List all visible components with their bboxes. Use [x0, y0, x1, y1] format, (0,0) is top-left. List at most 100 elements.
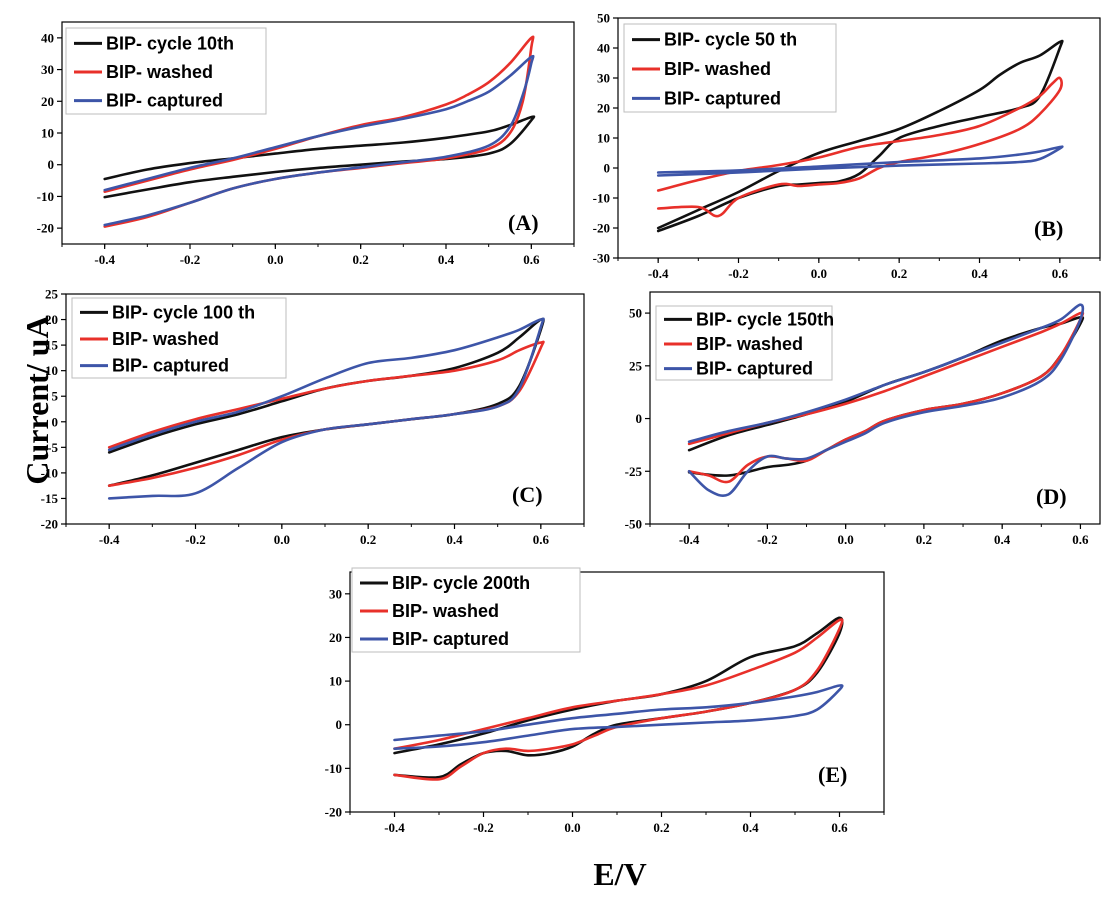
y-tick-label: 30	[329, 586, 342, 601]
series-line-black	[656, 39, 1064, 233]
legend-entry: BIP- washed	[392, 601, 499, 621]
series-line-red	[393, 618, 844, 781]
x-tick-label: 0.0	[838, 532, 854, 547]
y-tick-label: 40	[597, 41, 610, 56]
panel-b: -0.4 -0.2 0.0 0.2 0.4 0.6 -30 -20 -10 0 10 20 30 40 50…	[593, 11, 1101, 281]
panel-a: -0.4 -0.2 0.0 0.2 0.4 0.6 -20 -10 0 10 20 30 40 BIP- …	[37, 21, 575, 267]
series-group	[656, 39, 1064, 233]
x-tick-label: 0.6	[1052, 266, 1069, 281]
series-group	[107, 317, 545, 500]
y-tick-label: 10	[329, 674, 342, 689]
y-tick-label: 15	[45, 338, 59, 353]
series-line-blue	[687, 303, 1085, 497]
x-tick-label: 0.4	[994, 532, 1011, 547]
x-tick-label: 0.6	[533, 532, 550, 547]
x-tick-label: 0.2	[653, 820, 669, 835]
series-line-black	[103, 115, 536, 199]
legend-entry: BIP- cycle 10th	[106, 33, 234, 53]
y-tick-label: 30	[41, 62, 54, 77]
y-tick-label: -20	[325, 805, 342, 820]
y-tick-label: 20	[41, 94, 54, 109]
x-tick-label: 0.0	[274, 532, 290, 547]
legend-entry: BIP- washed	[696, 334, 803, 354]
legend-entry: BIP- captured	[106, 91, 223, 111]
panel-label: (D)	[1036, 484, 1067, 509]
y-tick-label: 0	[336, 717, 343, 732]
x-tick-label: 0.6	[523, 252, 540, 267]
y-tick-label: 0	[636, 411, 643, 426]
x-tick-label: -0.4	[648, 266, 669, 281]
y-tick-label: 20	[329, 630, 342, 645]
y-tick-label: -10	[37, 189, 54, 204]
y-tick-label: 40	[41, 30, 54, 45]
y-tick-label: -20	[593, 221, 610, 236]
x-tick-label: 0.4	[438, 252, 455, 267]
series-line-blue	[103, 54, 535, 227]
x-tick-label: 0.4	[742, 820, 759, 835]
panel-label: (B)	[1034, 216, 1063, 241]
legend-entry: BIP- washed	[664, 59, 771, 79]
y-tick-label: -10	[325, 761, 342, 776]
x-tick-label: 0.6	[831, 820, 848, 835]
series-group	[687, 303, 1085, 497]
y-tick-label: -25	[625, 464, 643, 479]
legend-entry: BIP- captured	[392, 629, 509, 649]
x-tick-label: 0.6	[1072, 532, 1089, 547]
y-tick-label: -50	[625, 517, 642, 532]
y-tick-label: 20	[45, 312, 58, 327]
x-tick-label: -0.4	[679, 532, 700, 547]
y-tick-label: 25	[45, 287, 59, 302]
series-line-blue	[656, 145, 1064, 177]
series-line-red	[656, 76, 1063, 218]
y-tick-label: 10	[597, 131, 610, 146]
y-tick-label: -5	[47, 440, 58, 455]
legend-entry: BIP- captured	[696, 359, 813, 379]
legend-entry: BIP- cycle 50 th	[664, 30, 797, 50]
legend-entry: BIP- cycle 100 th	[112, 302, 255, 322]
panel-c: -0.4 -0.2 0.0 0.2 0.4 0.6 -20 -15 -10 -5 0 5 10 15 20 2…	[41, 287, 585, 547]
y-tick-label: -10	[593, 191, 610, 206]
y-tick-label: 0	[604, 161, 611, 176]
x-tick-label: 0.4	[971, 266, 988, 281]
x-tick-label: -0.2	[728, 266, 749, 281]
x-tick-label: 0.0	[811, 266, 827, 281]
legend-entry: BIP- washed	[112, 329, 219, 349]
x-tick-label: -0.4	[99, 532, 120, 547]
y-tick-label: -20	[41, 517, 58, 532]
y-tick-label: 0	[52, 414, 59, 429]
x-tick-label: -0.2	[473, 820, 494, 835]
series-group	[103, 35, 536, 228]
x-tick-label: 0.2	[916, 532, 932, 547]
x-tick-label: 0.0	[564, 820, 580, 835]
y-tick-label: 0	[48, 157, 55, 172]
y-tick-label: 5	[52, 389, 59, 404]
panel-label: (A)	[508, 210, 539, 235]
series-group	[393, 616, 844, 781]
x-tick-label: 0.4	[446, 532, 463, 547]
legend-entry: BIP- washed	[106, 62, 213, 82]
plot-frame	[649, 291, 1101, 525]
x-tick-label: 0.2	[360, 532, 376, 547]
y-tick-label: 50	[629, 306, 642, 321]
panel-e: -0.4 -0.2 0.0 0.2 0.4 0.6 -20 -10 0 10 20 30 BIP- cy…	[325, 567, 885, 835]
y-tick-label: 30	[597, 71, 610, 86]
x-tick-label: 0.2	[353, 252, 369, 267]
legend-entry: BIP- captured	[664, 88, 781, 108]
legend-entry: BIP- cycle 150th	[696, 309, 834, 329]
legend-entry: BIP- captured	[112, 356, 229, 376]
x-tick-label: -0.2	[185, 532, 206, 547]
x-tick-label: -0.4	[94, 252, 115, 267]
y-tick-label: 50	[597, 11, 610, 26]
panel-d: -0.4 -0.2 0.0 0.2 0.4 0.6 -50 -25 0 25 50 BIP- cycl…	[625, 291, 1101, 547]
panel-label: (C)	[512, 482, 543, 507]
series-line-red	[107, 340, 545, 487]
y-tick-label: 20	[597, 101, 610, 116]
y-tick-label: 10	[45, 363, 58, 378]
y-tick-label: -20	[37, 221, 54, 236]
y-tick-label: 10	[41, 126, 54, 141]
y-tick-label: 25	[629, 358, 643, 373]
y-axis-title: Current/ uA	[19, 315, 55, 484]
x-tick-label: 0.0	[267, 252, 283, 267]
panel-label: (E)	[818, 762, 847, 787]
